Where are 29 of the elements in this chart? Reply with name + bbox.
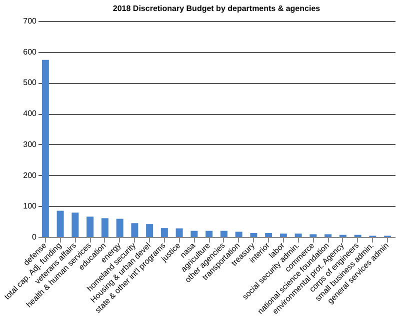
bar [250,232,258,237]
bar [160,228,168,237]
y-tick-label: 600 [23,47,38,56]
bar [280,234,287,237]
bar [190,230,198,237]
y-tick-label: 200 [23,170,38,180]
bar [235,232,242,237]
bar [324,234,332,237]
bar [146,224,154,237]
y-tick-label: 300 [23,140,38,149]
chart-title: 2018 Discretionary Budget by departments & agencies [112,4,321,13]
bar [206,230,213,237]
bar [116,218,124,237]
bar [294,234,302,237]
bar [42,60,49,237]
bar [310,234,317,237]
bar [265,232,272,237]
y-tick-label: 500 [23,78,38,88]
bar [56,210,64,237]
bar [86,216,94,237]
y-tick-label: 400 [23,109,38,118]
y-tick-label: 700 [23,16,38,26]
y-tick-label: 100 [23,202,38,211]
bar [176,228,183,237]
y-tick-label: 0 [32,232,38,242]
bar [72,212,79,237]
bar [220,230,228,237]
bar [101,218,108,237]
bar [131,223,138,237]
